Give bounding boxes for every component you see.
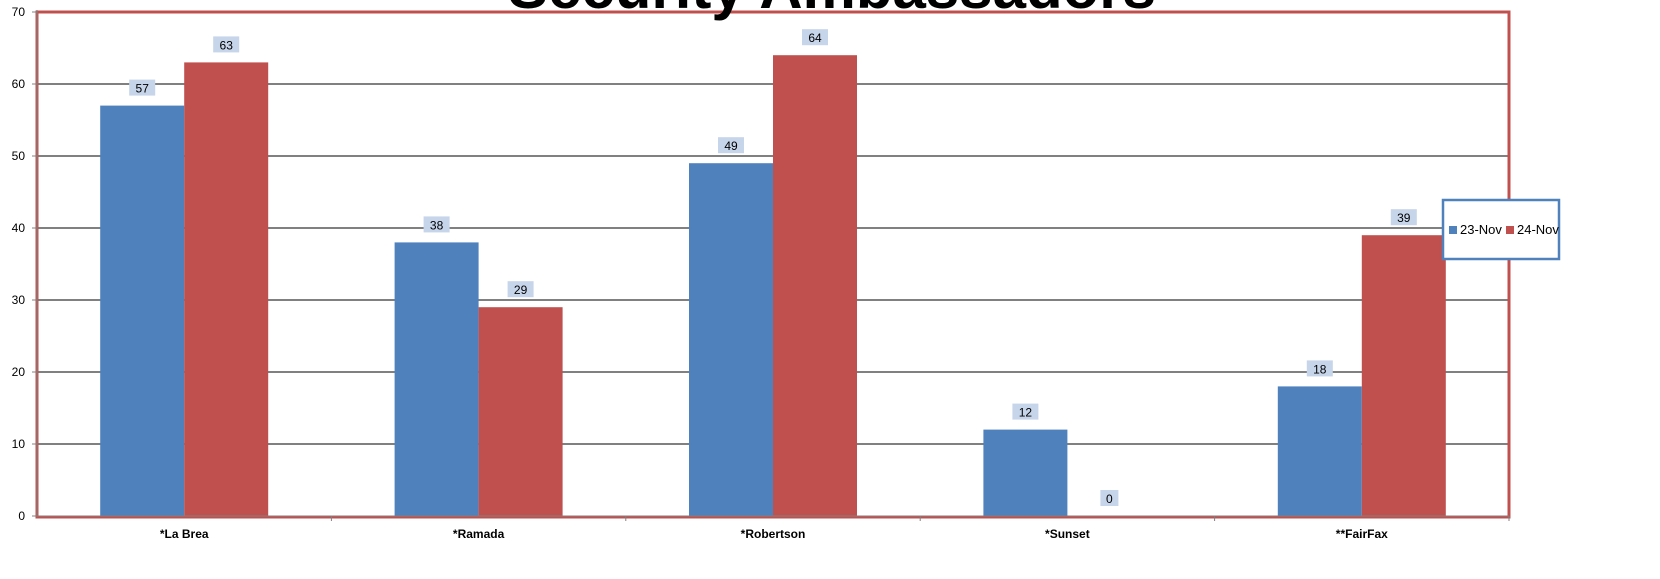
legend-entry[interactable]: 23-Nov (1460, 222, 1502, 237)
data-labels: 57 63 38 29 49 64 12 0 18 39 (129, 29, 1417, 506)
x-category-label: *Ramada (453, 527, 505, 541)
x-category-label: *La Brea (160, 527, 209, 541)
x-category-label: *Sunset (1045, 527, 1090, 541)
data-label: 29 (514, 283, 528, 297)
data-label-background (1306, 360, 1333, 377)
bar (100, 105, 185, 516)
legend-swatch (1506, 226, 1514, 234)
x-category-label: **FairFax (1336, 527, 1388, 541)
y-tick-label: 70 (12, 5, 26, 19)
y-tick-label: 60 (12, 77, 26, 91)
data-label: 39 (1397, 211, 1411, 225)
data-label: 12 (1019, 406, 1033, 420)
y-tick-label: 20 (12, 365, 26, 379)
data-label-background (213, 36, 240, 53)
bar (478, 307, 563, 516)
chart-title: Security Ambassadors (508, 0, 1156, 21)
data-label: 64 (808, 31, 822, 45)
legend-box (1441, 198, 1561, 261)
data-label-background (423, 216, 450, 233)
data-label: 18 (1313, 362, 1327, 376)
y-tick-label: 30 (12, 293, 26, 307)
y-tick-label: 0 (18, 509, 25, 523)
data-label: 49 (724, 139, 738, 153)
x-category-label: *Robertson (741, 527, 806, 541)
data-label: 57 (136, 82, 150, 96)
y-tick-label: 10 (12, 437, 26, 451)
data-label-background (1390, 209, 1417, 226)
data-label: 63 (220, 38, 234, 52)
data-label-background (1012, 403, 1039, 420)
bar (983, 429, 1068, 516)
bar (773, 55, 857, 516)
bar (1361, 235, 1446, 516)
data-label: 0 (1106, 492, 1113, 506)
bar (184, 62, 269, 517)
data-label-background (507, 281, 534, 298)
y-tick-label: 40 (12, 221, 26, 235)
y-tick-label: 50 (12, 149, 26, 163)
data-label-background (802, 29, 828, 46)
legend-swatch (1449, 226, 1457, 234)
legend[interactable]: 23-Nov 24-Nov (1441, 198, 1561, 261)
bars (100, 55, 1446, 517)
data-label: 38 (430, 218, 444, 232)
legend-entry[interactable]: 24-Nov (1517, 222, 1559, 237)
bar (394, 242, 479, 516)
axes: 0 10 20 30 40 50 60 70 *La Brea *Ramada *Robertson… (12, 5, 1510, 541)
bar (1277, 386, 1362, 516)
data-label-background (1100, 490, 1119, 506)
data-label-background (129, 79, 156, 96)
bar (689, 163, 773, 516)
data-label-background (718, 137, 744, 154)
